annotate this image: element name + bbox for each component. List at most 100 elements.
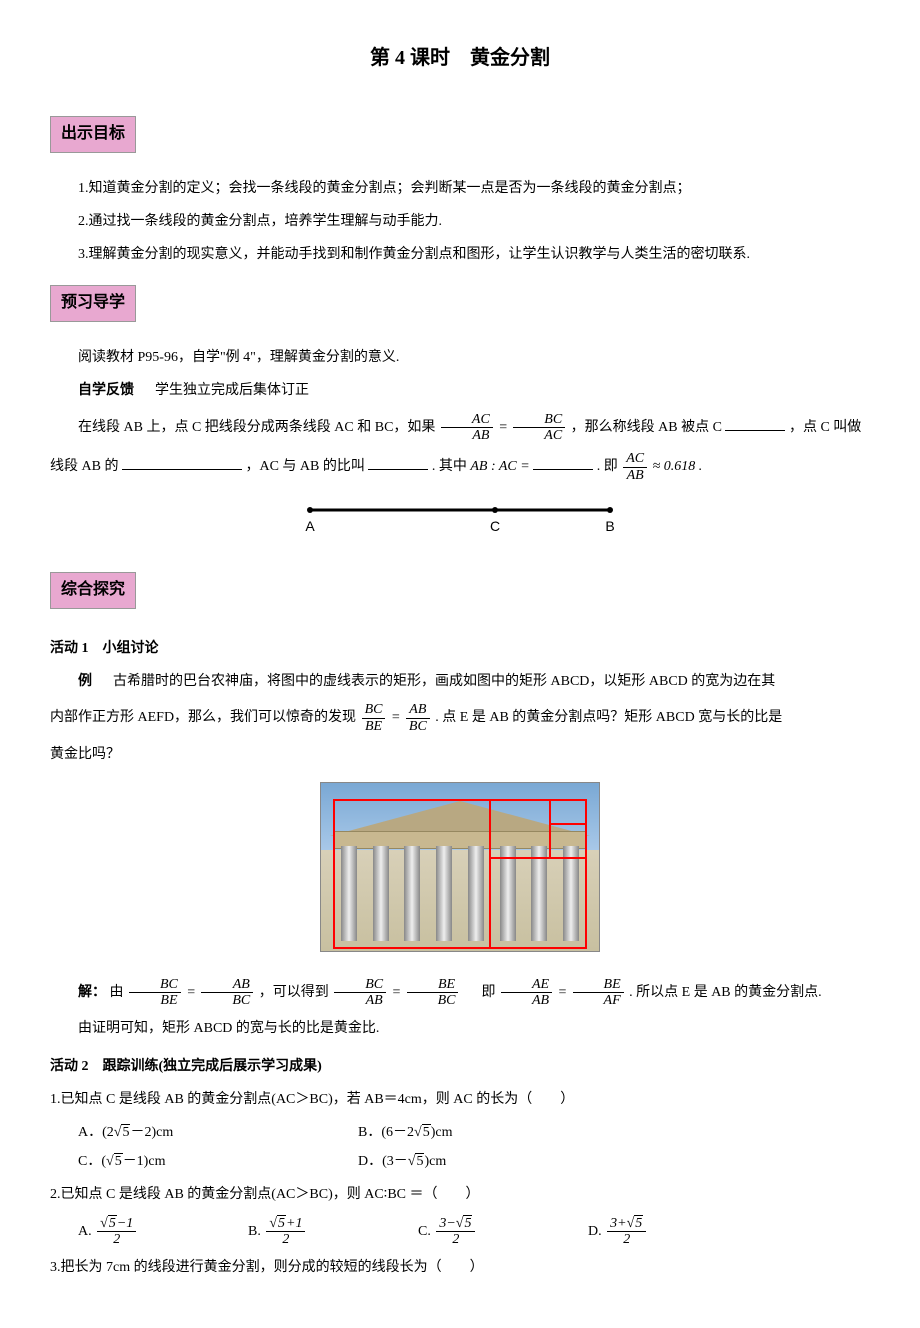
- opt-label: B.: [248, 1224, 261, 1239]
- frac-num: AB: [406, 702, 430, 718]
- frac-num: BC: [362, 702, 386, 718]
- frac-s5: AEAB: [501, 977, 552, 1009]
- segment-svg: A C B: [290, 498, 630, 538]
- q2-opt-d[interactable]: D. 3+√5 2: [588, 1216, 758, 1248]
- example-text2-post: . 点 E 是 AB 的黄金分割点吗？矩形 ABCD 宽与长的比是: [435, 711, 782, 726]
- sqrt-icon: √5: [106, 1153, 123, 1169]
- num-head: 3−: [439, 1216, 455, 1231]
- blank-2[interactable]: [122, 456, 242, 470]
- q1-opt-d[interactable]: D．(3－√5)cm: [358, 1149, 446, 1174]
- ratio-expr: AB : AC =: [470, 459, 529, 474]
- sqrt-icon: √5: [456, 1215, 473, 1231]
- example-line2: 内部作正方形 AEFD，那么，我们可以惊奇的发现 BC BE = AB BC .…: [50, 702, 870, 734]
- sqrt-icon: √5: [269, 1215, 286, 1231]
- frac-den: BC: [407, 993, 459, 1008]
- approx-val: ≈ 0.618 .: [653, 459, 703, 474]
- objective-1: 1.知道黄金分割的定义；会找一条线段的黄金分割点；会判断某一点是否为一条线段的黄…: [50, 176, 870, 201]
- frac-bc-ac: BC AC: [513, 412, 565, 444]
- preview-read: 阅读教材 P95-96，自学"例 4"，理解黄金分割的意义.: [50, 345, 870, 370]
- q2-opt-b[interactable]: B. √5+1 2: [248, 1216, 418, 1248]
- parthenon-image: [320, 782, 600, 952]
- q2-opt-c[interactable]: C. 3−√5 2: [418, 1216, 588, 1248]
- sol-ji: 即: [481, 985, 495, 1000]
- segment-diagram: A C B: [50, 498, 870, 547]
- frac-ab-bc: AB BC: [406, 702, 430, 734]
- frac-s2: ABBC: [201, 977, 253, 1009]
- sqrt-icon: √5: [414, 1124, 431, 1140]
- q1-options: A．(2√5－2)cm B．(6－2√5)cm C．(√5－1)cm D．(3－…: [78, 1120, 870, 1174]
- frac-num: BE: [573, 977, 624, 993]
- fill-line-2: 线段 AB 的 ，AC 与 AB 的比叫 . 其中 AB : AC = . 即 …: [50, 451, 870, 483]
- frac-den: 2: [436, 1232, 475, 1247]
- frac-num: AC: [623, 451, 647, 467]
- frac-den: BE: [362, 719, 386, 734]
- q2-opt-a[interactable]: A. √5−1 2: [78, 1216, 248, 1248]
- objective-2: 2.通过找一条线段的黄金分割点，培养学生理解与动手能力.: [50, 209, 870, 234]
- badge-preview: 预习导学: [50, 285, 136, 322]
- frac-den: 2: [97, 1232, 136, 1247]
- opt-post: )cm: [431, 1125, 453, 1140]
- blank-1[interactable]: [725, 417, 785, 431]
- sqrt-val: 5: [422, 1124, 431, 1140]
- q1-opt-a[interactable]: A．(2√5－2)cm: [78, 1120, 358, 1145]
- q3: 3.把长为 7cm 的线段进行黄金分割，则分成的较短的线段长为（ ）: [50, 1255, 870, 1280]
- blank-3[interactable]: [368, 456, 428, 470]
- num-tail: +1: [286, 1216, 302, 1231]
- opt-label: A.: [78, 1224, 92, 1239]
- frac-den: AB: [441, 428, 493, 443]
- opt-post: )cm: [424, 1154, 446, 1169]
- opt-pre: C．(: [78, 1154, 106, 1169]
- parthenon-figure: [50, 782, 870, 961]
- frac-num: AB: [201, 977, 253, 993]
- frac-bc-be: BC BE: [362, 702, 386, 734]
- frac-num: BE: [407, 977, 459, 993]
- sqrt-val: 5: [108, 1215, 117, 1231]
- q1: 1.已知点 C 是线段 AB 的黄金分割点(AC＞BC)，若 AB＝4cm，则 …: [50, 1087, 870, 1112]
- q1-opt-c[interactable]: C．(√5－1)cm: [78, 1149, 358, 1174]
- frac-s3: BCAB: [334, 977, 386, 1009]
- frac-den: 2: [266, 1232, 305, 1247]
- opt-frac: 3−√5 2: [436, 1216, 475, 1248]
- eq: =: [391, 711, 400, 726]
- example-label: 例: [78, 674, 92, 689]
- sqrt-val: 5: [634, 1215, 643, 1231]
- frac-num: BC: [129, 977, 181, 993]
- line2-ratio-label: . 其中: [432, 459, 467, 474]
- opt-pre: A．(2: [78, 1125, 114, 1140]
- badge-explore: 综合探究: [50, 572, 136, 609]
- feedback-text: 学生独立完成后集体订正: [155, 383, 309, 398]
- objective-3: 3.理解黄金分割的现实意义，并能动手找到和制作黄金分割点和图形，让学生认识教学与…: [50, 242, 870, 267]
- frac-num: √5−1: [97, 1216, 136, 1232]
- q2-options: A. √5−1 2 B. √5+1 2 C. 3−√5 2 D. 3+√5 2: [78, 1216, 870, 1248]
- eq: =: [392, 985, 401, 1000]
- fill-line-1: 在线段 AB 上，点 C 把线段分成两条线段 AC 和 BC，如果 AC AB …: [50, 412, 870, 444]
- sol-get: ，可以得到: [259, 985, 329, 1000]
- preview-feedback: 自学反馈 学生独立完成后集体订正: [50, 378, 870, 403]
- blank-4[interactable]: [533, 456, 593, 470]
- opt-frac: √5−1 2: [97, 1216, 136, 1248]
- frac-s4: BEBC: [407, 977, 459, 1009]
- frac-den: AF: [573, 993, 624, 1008]
- opt-label: D.: [588, 1224, 602, 1239]
- page-title: 第 4 课时 黄金分割: [50, 40, 870, 76]
- opt-post: －2)cm: [130, 1125, 173, 1140]
- label-B: B: [605, 518, 614, 534]
- q1-opt-b[interactable]: B．(6－2√5)cm: [358, 1120, 452, 1145]
- eq: =: [558, 985, 567, 1000]
- eq-sign: =: [498, 420, 507, 435]
- label-A: A: [305, 518, 315, 534]
- frac-den: BC: [201, 993, 253, 1008]
- label-C: C: [490, 518, 500, 534]
- sqrt-icon: √5: [627, 1215, 644, 1231]
- frac-den: AC: [513, 428, 565, 443]
- sqrt-icon: √5: [408, 1153, 425, 1169]
- frac-ac-ab: AC AB: [441, 412, 493, 444]
- frac-num: 3−√5: [436, 1216, 475, 1232]
- fill-mid2: ，点 C 叫做: [789, 420, 861, 435]
- rect-sq3: [549, 823, 587, 859]
- eq: =: [186, 985, 195, 1000]
- frac-num: BC: [513, 412, 565, 428]
- frac-den: AB: [501, 993, 552, 1008]
- sqrt-icon: √5: [114, 1124, 131, 1140]
- solution-line1: 解： 由 BCBE = ABBC ，可以得到 BCAB = BEBC 即 AEA…: [50, 977, 870, 1009]
